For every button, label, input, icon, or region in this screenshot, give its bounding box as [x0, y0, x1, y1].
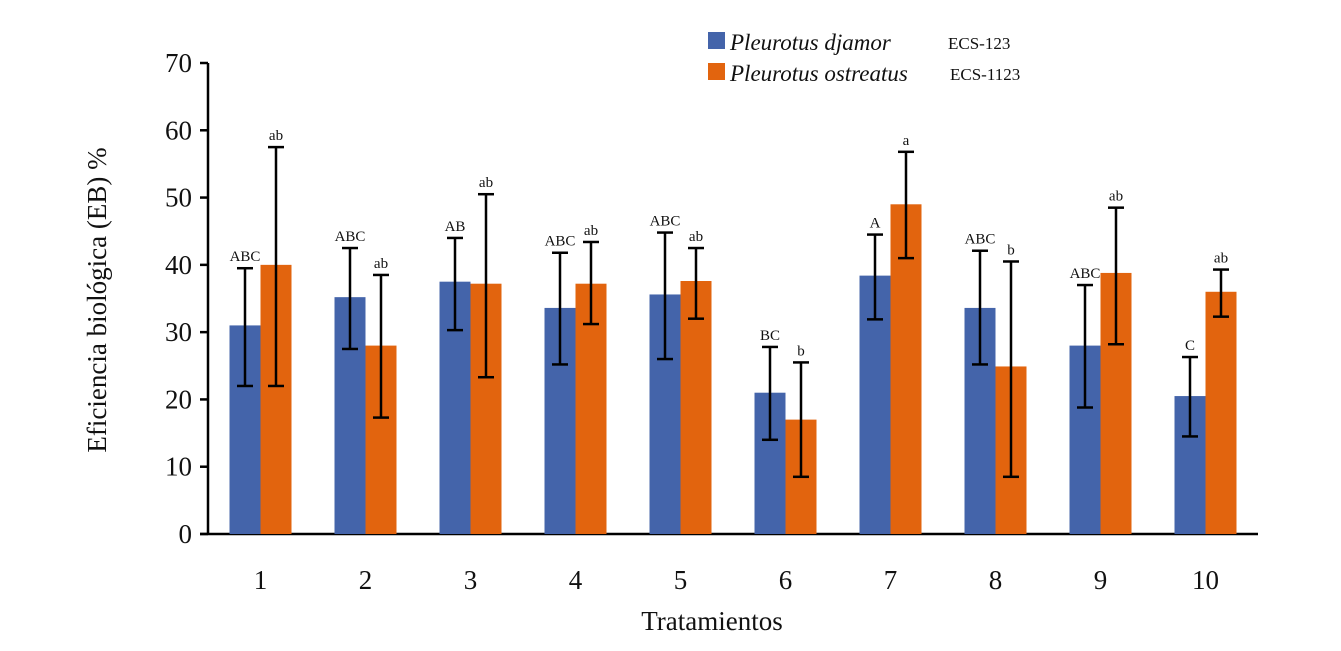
error-bar — [373, 273, 389, 419]
bar-ostreatus — [680, 281, 712, 534]
error-bar — [268, 145, 284, 388]
y-tick-label: 0 — [179, 519, 193, 549]
significance-label: C — [1185, 338, 1195, 354]
significance-label: AB — [445, 219, 466, 235]
y-axis: 0 10 20 30 40 50 60 70 — [165, 48, 210, 549]
error-bar — [1213, 268, 1229, 318]
error-bar — [447, 236, 463, 332]
error-bar — [688, 246, 704, 320]
x-tick-label: 6 — [779, 565, 793, 595]
error-bar — [867, 233, 883, 321]
error-bar — [1077, 283, 1093, 409]
y-tick-label: 30 — [165, 317, 192, 347]
y-tick-label: 60 — [165, 115, 192, 145]
x-tick-label: 3 — [464, 565, 478, 595]
significance-label: ab — [689, 229, 703, 245]
significance-label: ab — [584, 223, 598, 239]
significance-label: a — [903, 133, 910, 149]
x-tick-label: 7 — [884, 565, 898, 595]
significance-label: ABC — [965, 232, 996, 248]
legend-swatch-ostreatus — [708, 63, 725, 80]
x-tick-label: 8 — [989, 565, 1003, 595]
y-tick-label: 20 — [165, 384, 192, 414]
significance-label: b — [797, 343, 805, 359]
error-bar — [583, 240, 599, 326]
x-axis-title: Tratamientos — [641, 606, 783, 636]
significance-label: BC — [760, 328, 780, 344]
error-bar — [898, 150, 914, 260]
y-tick-label: 50 — [165, 183, 192, 213]
error-bars — [237, 145, 1229, 479]
bar-ostreatus — [1205, 291, 1237, 534]
error-bar — [793, 361, 809, 479]
error-bar — [1108, 206, 1124, 346]
significance-label: b — [1007, 242, 1015, 258]
legend-strain-djamor: ECS-123 — [948, 34, 1010, 53]
x-tick-label: 4 — [569, 565, 583, 595]
significance-label: ABC — [545, 234, 576, 250]
x-tick-label: 1 — [254, 565, 268, 595]
significance-label: ab — [1109, 189, 1123, 205]
y-axis-title: Eficiencia biológica (EB) % — [82, 147, 112, 452]
x-tick-label: 9 — [1094, 565, 1108, 595]
legend-strain-ostreatus: ECS-1123 — [950, 65, 1020, 84]
legend-swatch-djamor — [708, 32, 725, 49]
significance-labels: ABC ab ABC ab AB ab ABC ab ABC ab BC b Aa ABC b ABC ab Ca… — [230, 128, 1229, 359]
error-bar — [478, 192, 494, 379]
significance-label: ABC — [230, 249, 261, 265]
error-bar — [1182, 355, 1198, 438]
y-tick-label: 10 — [165, 452, 192, 482]
significance-label: A — [870, 216, 881, 232]
significance-label: ab — [269, 128, 283, 144]
x-tick-label: 5 — [674, 565, 688, 595]
significance-label: ABC — [1070, 266, 1101, 282]
x-tick-label: 2 — [359, 565, 373, 595]
bar-ostreatus — [575, 283, 607, 534]
legend-label-djamor: Pleurotus djamor — [729, 30, 892, 55]
y-tick-label: 40 — [165, 250, 192, 280]
error-bar — [552, 251, 568, 366]
significance-label: ABC — [650, 214, 681, 230]
significance-label: ab — [1214, 251, 1228, 267]
error-bar — [1003, 260, 1019, 479]
legend: Pleurotus djamor ECS-123 Pleurotus ostre… — [708, 30, 1020, 86]
significance-label: ab — [479, 175, 493, 191]
error-bar — [237, 266, 253, 388]
significance-label: ABC — [335, 229, 366, 245]
significance-label: ab — [374, 256, 388, 272]
error-bar — [657, 231, 673, 361]
y-tick-label: 70 — [165, 48, 192, 78]
error-bar — [762, 345, 778, 442]
x-tick-label: 10 — [1192, 565, 1219, 595]
legend-label-ostreatus: Pleurotus ostreatus — [729, 61, 908, 86]
x-axis: 1 2 3 4 5 6 7 8 9 10 — [200, 532, 1258, 595]
error-bar — [342, 246, 358, 351]
error-bar — [972, 249, 988, 366]
